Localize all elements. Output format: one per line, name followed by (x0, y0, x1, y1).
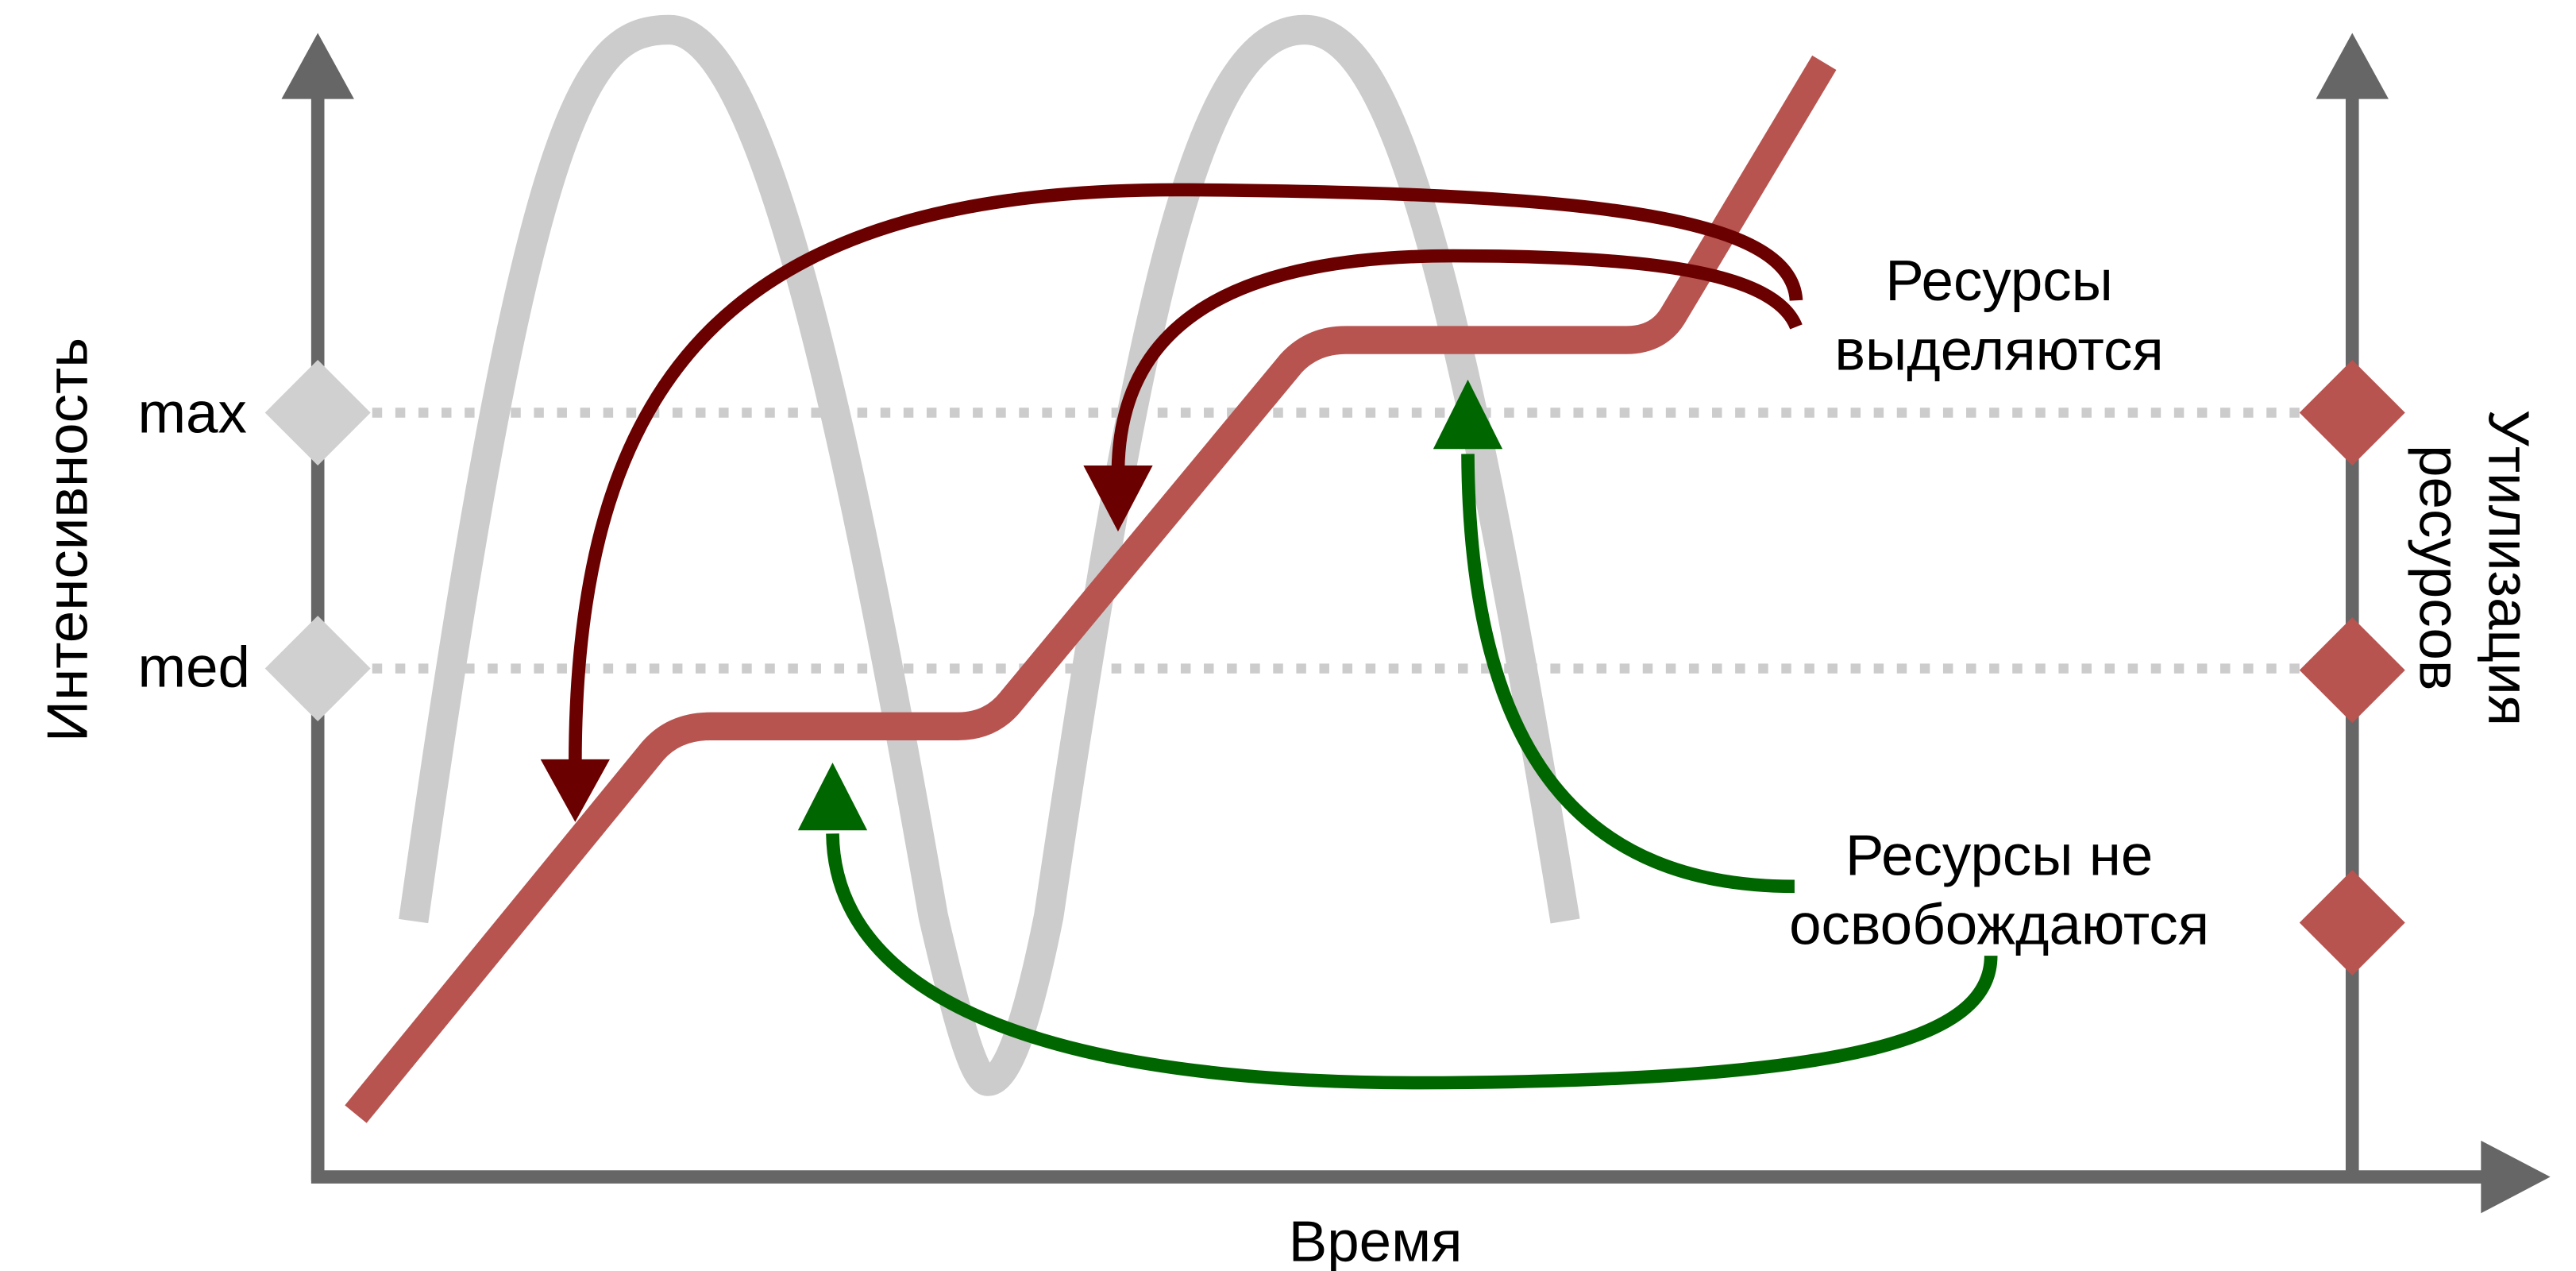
right-med-marker (2299, 617, 2405, 724)
allocated-label-line2: выделяются (1834, 318, 2163, 382)
y-axis-right-title-line2: ресурсов (2407, 445, 2471, 690)
y-axis-left-arrowhead (281, 33, 354, 99)
left-max-marker (264, 359, 371, 466)
release-arrow-lower-head (797, 763, 868, 831)
allocated-label-line1: Ресурсы (1885, 249, 2113, 313)
release-arrow-upper-head (1433, 379, 1503, 450)
allocate-arrow-outer (569, 183, 1803, 765)
x-axis-arrowhead (2481, 1140, 2551, 1214)
y-axis-left-title: Интенсивность (35, 338, 99, 742)
allocate-arrows (540, 183, 1803, 822)
x-axis-title: Время (1289, 1210, 1463, 1271)
allocate-arrow-outer-head (540, 759, 610, 822)
right-low-marker (2299, 870, 2405, 976)
release-arrows (797, 379, 1998, 1090)
not-freed-label-line1: Ресурсы не (1845, 823, 2154, 887)
level-med-label: med (138, 635, 250, 699)
y-axis-right-title-line1: Утилизация (2477, 410, 2541, 727)
release-arrow-upper (1461, 454, 1795, 894)
level-max-label: max (137, 381, 246, 445)
release-arrow-lower (826, 833, 1998, 1090)
allocate-arrow-inner-head (1083, 465, 1153, 532)
utilization-curve (345, 55, 1837, 1123)
right-max-marker (2299, 359, 2405, 466)
intensity-wave (399, 14, 1580, 1096)
allocate-arrow-inner (1111, 249, 1803, 471)
y-axis-right-arrowhead (2316, 33, 2389, 99)
left-med-marker (264, 616, 371, 722)
not-freed-label-line2: освобождаются (1789, 893, 2209, 957)
